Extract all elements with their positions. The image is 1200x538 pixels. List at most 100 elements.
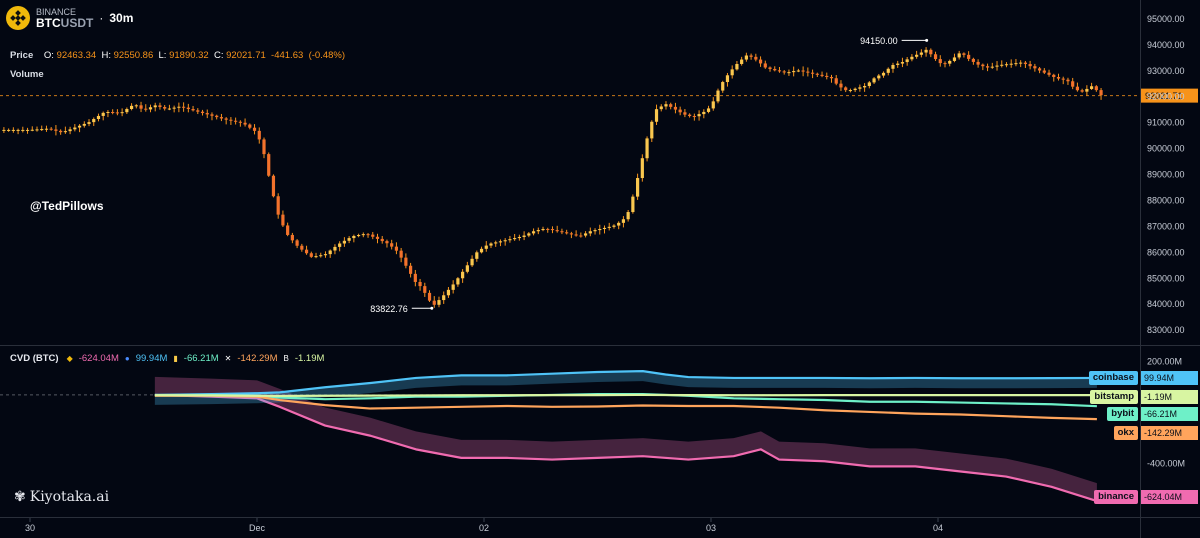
candle-body [730,69,734,76]
high-value: 92550.86 [113,50,154,61]
candle-body [664,104,668,107]
okx-cvd-line [154,394,1097,421]
axes: 95000.00 94000.00 93000.00 92000.00 91000.00… [25,14,1185,533]
candle-body [886,68,890,73]
candle [815,72,819,77]
binance-value-tag: -624.04M [1141,490,1198,504]
legend-bitstamp-value: -1.19M [294,353,325,364]
candle [678,106,682,116]
candle-body [555,230,559,232]
candle-body [267,154,271,176]
candle-body [697,114,701,117]
candle [49,127,53,131]
coinbase-series-tag[interactable]: coinbase [1088,371,1138,385]
candle-body [565,232,569,234]
okx-series-tag[interactable]: okx [1113,426,1138,440]
candle [721,80,725,93]
candle [163,105,167,111]
candle-body [1075,86,1080,91]
ohlc-legend: Price O: 92463.34 H: 92550.86 L: 91890.3… [10,50,345,61]
candle [957,50,961,60]
candle-body [498,241,503,243]
candle [1061,76,1065,85]
candle [356,233,361,238]
candle-body [631,196,635,213]
candle [375,233,380,244]
symbol-header[interactable]: BINANCE BTCUSDT · 30m [6,6,133,30]
candle-body [210,114,214,116]
candle-body [427,292,432,301]
candle-body [602,227,607,229]
candle [517,234,521,241]
symbol-base: BTC [36,15,61,30]
candle [129,103,134,111]
candle [224,117,228,125]
price-tick-label: 92000.00 [1147,92,1185,102]
candle-body [418,281,422,287]
candle [801,66,805,77]
candle-body [35,129,39,131]
change-pct-value: (-0.48%) [308,50,345,61]
candle-body [829,76,834,79]
candle [503,238,507,246]
candle-body [338,243,342,247]
candle-body [229,119,233,121]
candle [432,296,436,308]
candle-body [404,257,408,266]
candle-body [44,128,49,130]
binance-small-icon: ◆ [66,354,73,363]
candle [479,246,484,254]
candle-body [286,225,290,235]
candle-body [21,129,25,131]
bitstamp-series-tag[interactable]: bitstamp [1090,390,1138,404]
candle-body [347,238,351,241]
candle [967,51,971,62]
time-tick-label: 30 [25,523,35,533]
candle [248,123,252,130]
candle [688,113,692,118]
bybit-value-tag: -66.21M [1141,407,1198,421]
candle-body [248,124,252,128]
candle-body [2,129,6,131]
okx-value-tag: -142.29M [1141,426,1198,440]
candle-body [328,250,332,255]
cvd-title: CVD (BTC) [10,353,59,364]
candle [758,56,763,67]
candle [77,124,82,133]
bybit-series-tag[interactable]: bybit [1107,407,1138,421]
price-tick-label: 86000.00 [1147,247,1185,257]
candle-body [257,130,261,140]
candle-body [877,75,881,79]
candle [385,239,389,248]
price-tick-label: 90000.00 [1147,144,1185,154]
candle-body [579,235,583,237]
candle [536,227,540,235]
binance-series-tag[interactable]: binance [1094,490,1138,504]
candle [924,47,928,57]
candle [404,253,408,269]
candle [1075,82,1080,92]
candle-body [574,234,578,236]
candle-body [692,116,696,118]
candle [418,278,422,291]
candle-body [910,56,914,60]
candle-body [550,229,555,231]
candle-body [867,82,871,87]
candle [451,280,455,294]
open-value: 92463.34 [56,50,97,61]
candle [243,118,247,127]
timeframe-label[interactable]: 30m [109,11,134,25]
candle [938,55,942,67]
current-price-tag [1141,88,1198,103]
cvd-tick-label: -400.00M [1147,458,1185,468]
candle-body [820,74,824,76]
candle [1019,60,1023,68]
header-separator: · [99,11,104,25]
candle [834,75,838,86]
candle [1037,66,1042,74]
candle [650,120,654,143]
candle-body [234,120,238,122]
candle [531,228,536,236]
coinbase-value-tag: 99.94M [1141,371,1198,385]
